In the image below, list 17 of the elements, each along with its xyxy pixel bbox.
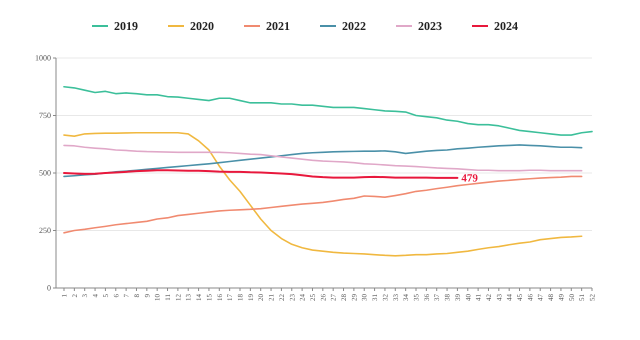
legend-label: 2023 — [418, 19, 442, 33]
legend-label: 2022 — [342, 19, 366, 33]
legend-label: 2021 — [266, 19, 290, 33]
legend-label: 2019 — [114, 19, 138, 33]
line-series — [63, 86, 593, 136]
line-series — [63, 144, 582, 172]
line-series — [63, 176, 582, 234]
annotation: 479 — [461, 172, 478, 185]
y-tick-label: 250 — [39, 226, 51, 236]
legend-label: 2020 — [190, 19, 214, 33]
line-series — [63, 169, 458, 179]
y-tick-label: 0 — [47, 284, 51, 293]
y-tick-label: 1000 — [35, 54, 51, 63]
y-tick-label: 500 — [39, 168, 51, 178]
y-tick-label: 750 — [39, 111, 51, 120]
line-series — [63, 132, 582, 257]
legend-label: 2024 — [494, 19, 518, 33]
